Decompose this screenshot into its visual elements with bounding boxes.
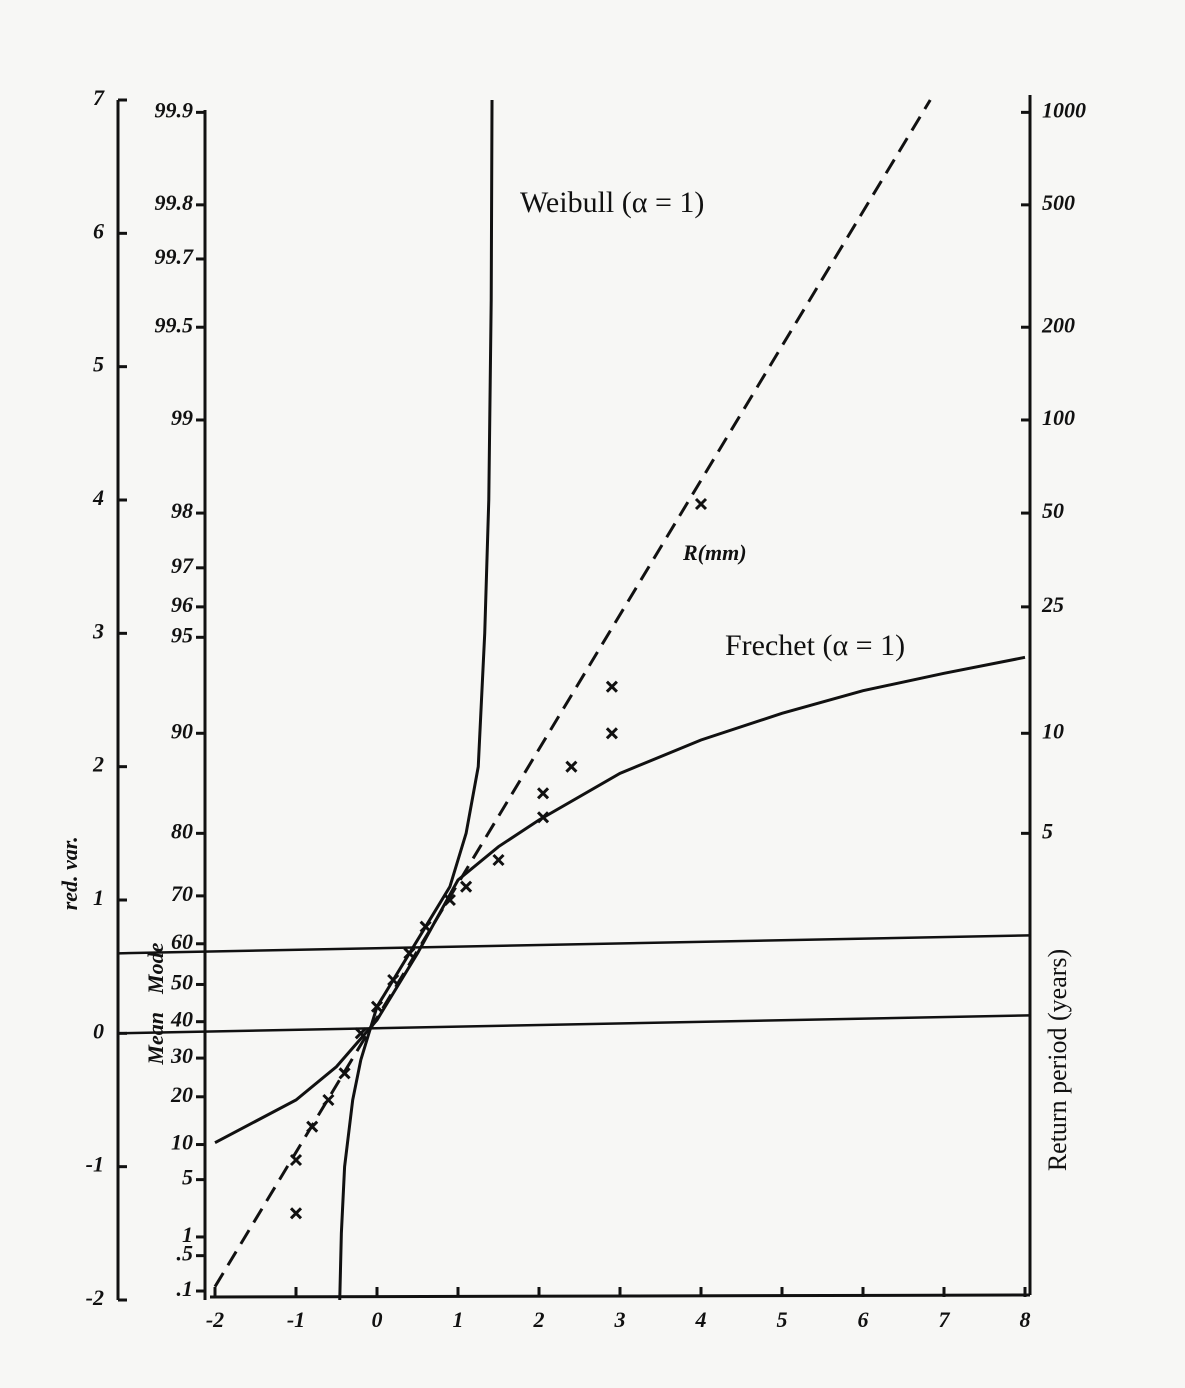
- probability-tick-label: .5: [177, 1241, 194, 1266]
- probability-tick-label: 30: [170, 1043, 193, 1068]
- reference-label: Mean: [143, 1012, 168, 1066]
- data-point: [565, 760, 578, 773]
- data-point: [354, 1027, 367, 1040]
- probability-tick-label: 90: [171, 718, 193, 743]
- return-period-tick-label: 50: [1042, 498, 1064, 523]
- probability-tick-label: 95: [171, 622, 193, 647]
- x-tick-label: 6: [858, 1307, 869, 1332]
- data-point: [460, 880, 473, 893]
- probability-tick-label: 20: [170, 1082, 193, 1107]
- data-point: [370, 1000, 384, 1013]
- return-period-tick-label: 1000: [1042, 97, 1086, 122]
- data-point: [605, 727, 618, 740]
- probability-tick-label: 98: [171, 498, 193, 523]
- probability-tick-label: 40: [170, 1007, 193, 1032]
- probability-tick-label: 80: [171, 818, 193, 843]
- probability-tick-label: 70: [171, 881, 193, 906]
- data-point: [306, 1120, 319, 1133]
- y-tick-label: 0: [93, 1018, 104, 1043]
- x-tick-label: 7: [939, 1307, 951, 1332]
- data-point: [694, 497, 708, 511]
- return-period-tick-label: 10: [1042, 718, 1064, 743]
- x-tick-label: 2: [533, 1307, 545, 1332]
- y-tick-label: 2: [92, 752, 104, 777]
- y-tick-label: -1: [86, 1152, 104, 1177]
- x-tick-label: 4: [695, 1307, 707, 1332]
- return-period-tick-label: 200: [1041, 312, 1075, 337]
- x-tick-label: 0: [372, 1307, 383, 1332]
- data-point: [338, 1067, 351, 1080]
- y-tick-label: 3: [92, 618, 104, 643]
- probability-tick-label: 99.8: [155, 190, 194, 215]
- data-point: [536, 787, 550, 800]
- data-point: [605, 680, 618, 693]
- probability-tick-label: 10: [171, 1130, 193, 1155]
- return-period-axis-label: Return period (years): [1043, 949, 1072, 1171]
- y-tick-label: 5: [93, 352, 104, 377]
- x-tick-label: -1: [287, 1307, 305, 1332]
- reference-line: [117, 934, 1031, 955]
- probability-tick-label: .1: [177, 1276, 194, 1301]
- reference-label: Mode: [143, 942, 168, 995]
- probability-tick-label: 5: [182, 1165, 193, 1190]
- y-tick-label: -2: [86, 1285, 104, 1310]
- series-line: [213, 99, 932, 1288]
- x-tick-label: 3: [614, 1307, 626, 1332]
- series-label: R(mm): [682, 540, 747, 565]
- y-tick-label: 1: [93, 885, 104, 910]
- probability-tick-label: 97: [171, 553, 194, 578]
- data-point: [419, 920, 432, 933]
- data-point: [289, 1207, 303, 1220]
- probability-tick-label: 1: [182, 1222, 193, 1247]
- data-point: [387, 973, 400, 987]
- return-period-tick-label: 500: [1042, 190, 1075, 215]
- series-label: Weibull (α = 1): [520, 186, 704, 219]
- return-period-tick-label: 100: [1042, 405, 1075, 430]
- data-point: [492, 853, 505, 867]
- data-point: [536, 811, 550, 824]
- probability-tick-label: 99.5: [155, 312, 194, 337]
- y-tick-label: 4: [92, 485, 104, 510]
- probability-tick-label: 50: [171, 970, 193, 995]
- data-point: [322, 1093, 335, 1107]
- return-period-tick-label: 5: [1042, 818, 1053, 843]
- data-point: [403, 947, 416, 960]
- x-tick-label: 1: [453, 1307, 464, 1332]
- probability-tick-label: 99.9: [155, 97, 194, 122]
- series-line: [338, 99, 494, 1301]
- probability-tick-label: 99.7: [155, 244, 195, 269]
- y-axis-label: red. var.: [57, 836, 82, 910]
- data-point: [443, 893, 456, 907]
- x-tick-label: 8: [1020, 1307, 1031, 1332]
- y-tick-label: 6: [93, 218, 104, 243]
- y-tick-label: 7: [93, 85, 105, 110]
- data-point: [289, 1153, 303, 1167]
- x-tick-label: 5: [777, 1307, 788, 1332]
- probability-tick-label: 60: [171, 929, 193, 954]
- reference-line: [117, 1014, 1031, 1035]
- probability-tick-label: 99: [171, 405, 193, 430]
- probability-tick-label: 96: [171, 592, 193, 617]
- series-line: [214, 655, 1026, 1144]
- series-label: Frechet (α = 1): [725, 629, 905, 662]
- x-tick-label: -2: [206, 1307, 224, 1332]
- return-period-tick-label: 25: [1041, 592, 1064, 617]
